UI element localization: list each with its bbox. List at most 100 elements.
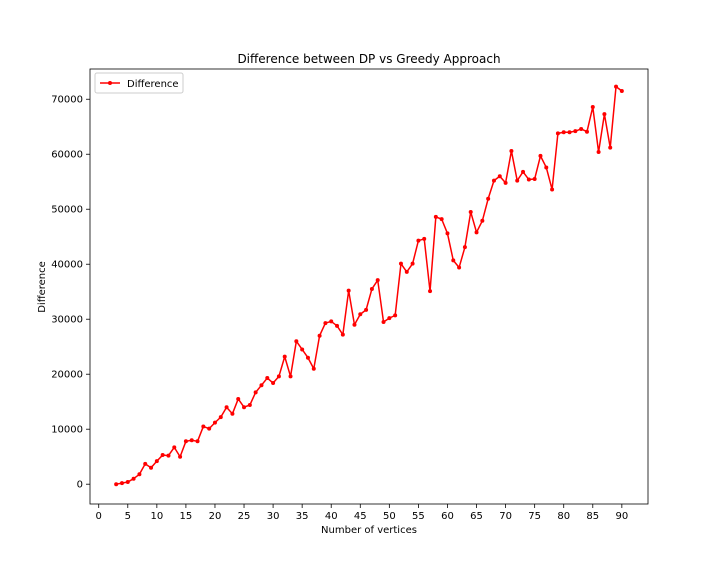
x-axis-label: Number of vertices: [321, 525, 417, 536]
data-point: [567, 130, 572, 135]
data-point: [521, 169, 526, 174]
data-point: [212, 420, 217, 425]
data-point: [311, 366, 316, 371]
data-point: [532, 176, 537, 181]
plot-area: [89, 68, 649, 505]
y-tick-label: 50000: [51, 205, 83, 216]
data-point: [305, 355, 310, 360]
series-line-difference: [116, 85, 623, 485]
y-tick-label: 60000: [51, 150, 83, 161]
data-point: [160, 453, 165, 458]
data-point: [375, 278, 380, 283]
y-axis: 0 10000 20000 30000 40000 50000 60000 70000: [51, 95, 90, 491]
data-point: [462, 245, 467, 250]
x-tick-label: 50: [383, 511, 396, 522]
data-point: [242, 405, 247, 410]
x-tick-label: 65: [470, 511, 483, 522]
data-point: [137, 472, 142, 477]
data-point: [428, 289, 433, 294]
data-point: [433, 214, 438, 219]
data-point: [143, 461, 148, 466]
data-point: [387, 316, 392, 321]
data-point: [271, 381, 276, 386]
data-point: [579, 126, 584, 131]
data-point: [317, 333, 322, 338]
chart-title: Difference between DP vs Greedy Approach: [237, 52, 500, 66]
data-point: [497, 174, 502, 179]
data-point: [207, 426, 212, 431]
data-point: [195, 439, 200, 444]
data-point: [265, 376, 270, 381]
data-point: [276, 374, 281, 379]
data-point: [166, 453, 171, 458]
legend-marker-difference: [108, 81, 112, 85]
data-point: [550, 187, 555, 192]
data-point: [149, 465, 154, 470]
legend-label-difference: Difference: [127, 79, 179, 90]
data-point: [538, 153, 543, 158]
y-tick-label: 10000: [51, 425, 83, 436]
data-point: [323, 321, 328, 326]
data-point: [346, 288, 351, 293]
data-point: [183, 439, 188, 444]
y-tick-label: 30000: [51, 315, 83, 326]
x-tick-label: 70: [499, 511, 512, 522]
data-point: [329, 319, 334, 324]
data-point: [172, 445, 177, 450]
data-point: [584, 129, 589, 134]
data-point: [131, 476, 136, 481]
x-tick-label: 15: [180, 511, 193, 522]
plot-frame: [89, 68, 649, 505]
legend: Difference: [94, 72, 184, 94]
x-tick-label: 30: [267, 511, 280, 522]
series-group: [114, 84, 624, 487]
data-point: [119, 481, 124, 486]
data-point: [340, 332, 345, 337]
data-point: [596, 150, 601, 155]
data-point: [544, 165, 549, 170]
data-point: [404, 269, 409, 274]
x-tick-label: 0: [96, 511, 102, 522]
x-tick-label: 45: [354, 511, 367, 522]
data-point: [416, 238, 421, 243]
data-point: [335, 323, 340, 328]
data-point: [573, 129, 578, 134]
data-point: [352, 322, 357, 327]
data-point: [457, 265, 462, 270]
x-tick-label: 10: [150, 511, 163, 522]
data-point: [515, 178, 520, 183]
y-tick-label: 40000: [51, 260, 83, 271]
x-tick-label: 5: [125, 511, 131, 522]
data-point: [259, 383, 264, 388]
data-point: [114, 482, 119, 487]
x-tick-label: 80: [557, 511, 570, 522]
data-point: [561, 130, 566, 135]
data-point: [189, 438, 194, 443]
data-point: [526, 177, 531, 182]
data-point: [422, 236, 427, 241]
data-point: [491, 178, 496, 183]
data-point: [509, 148, 514, 153]
data-point: [218, 415, 223, 420]
y-tick-label: 0: [77, 480, 83, 491]
data-point: [439, 217, 444, 222]
x-tick-label: 55: [412, 511, 425, 522]
data-point: [555, 131, 560, 136]
y-axis-label: Difference: [37, 261, 48, 313]
x-tick-label: 40: [325, 511, 338, 522]
data-point: [247, 403, 252, 408]
y-tick-label: 20000: [51, 370, 83, 381]
data-point: [393, 313, 398, 318]
data-point: [503, 180, 508, 185]
data-point: [398, 261, 403, 266]
data-point: [178, 454, 183, 459]
data-point: [614, 84, 619, 89]
x-tick-label: 75: [528, 511, 541, 522]
data-point: [125, 480, 130, 484]
data-point: [154, 459, 159, 464]
data-point: [480, 218, 485, 223]
data-point: [236, 396, 241, 401]
